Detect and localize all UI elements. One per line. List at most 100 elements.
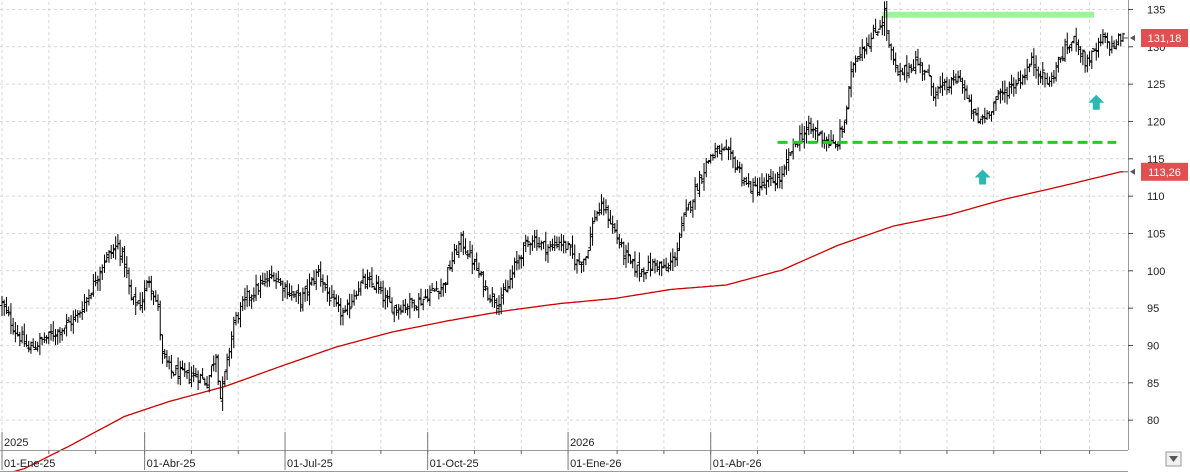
year-label: 2026 [570,437,594,449]
ohlc-bar [1045,72,1050,85]
y-tick-label: 110 [1147,191,1165,203]
x-tick-label: 01-Ene-26 [570,458,621,470]
ohlc-bar [1114,39,1119,50]
ohlc-bar [782,164,787,177]
ohlc-bar [722,147,727,152]
ohlc-bar [176,357,181,385]
ohlc-bar [191,364,196,382]
ohlc-bar [265,270,270,288]
ohlc-bar [833,140,838,149]
ohlc-bar [138,292,143,311]
ohlc-bar [599,194,604,215]
ohlc-bar [900,67,905,76]
x-tick-label: 01-Abr-25 [147,458,196,470]
ohlc-bar [860,39,865,62]
ohlc-bar [492,293,497,308]
ohlc-bar [1002,80,1007,103]
ohlc-bar [922,69,927,81]
ohlc-bar [991,101,996,116]
ohlc-bar [414,305,419,311]
ohlc-bar [532,230,537,248]
ohlc-bar [474,252,479,271]
ohlc-bar [1031,48,1036,77]
scroll-down-icon[interactable] [1165,451,1182,467]
ohlc-bar [432,288,437,292]
ohlc-bar [447,260,452,271]
ohlc-bar [572,244,577,271]
ohlc-bar [1094,42,1099,61]
y-tick-label: 95 [1147,303,1159,315]
ohlc-bar [820,130,825,148]
ohlc-bar [927,64,932,76]
ohlc-bar [231,316,236,349]
ohlc-bar [550,238,555,251]
ohlc-bar [369,267,374,288]
ohlc-bar [200,368,205,379]
ohlc-bar [684,199,689,218]
ohlc-bar [222,371,227,386]
ohlc-bar [753,176,758,187]
ohlc-bar [1109,35,1114,54]
ohlc-bar [1067,45,1072,54]
ohlc-bar [0,295,4,316]
ohlc-bar [64,314,69,337]
ohlc-bar [971,108,976,122]
ohlc-bar [135,300,140,305]
ohlc-bar [510,265,515,289]
ohlc-bar [713,142,718,159]
ohlc-bar [677,232,682,252]
ohlc-bar [1020,74,1025,86]
ohlc-bar [26,340,31,353]
ohlc-bar [635,264,640,278]
ohlc-bar [1076,39,1081,56]
ohlc-bar [679,216,684,238]
ohlc-bar [376,275,381,294]
moving-average-layer [9,171,1123,472]
ohlc-bar [706,160,711,164]
ohlc-bar [878,19,883,30]
ohlc-bar [1100,29,1105,45]
ohlc-bar [1022,68,1027,85]
ohlc-bar [592,210,597,223]
ohlc-bar [595,210,600,222]
ohlc-bar [871,24,876,40]
ohlc-bar [169,354,174,379]
ohlc-bar [361,268,366,285]
ohlc-bar [2,299,7,316]
ohlc-bar [534,229,539,251]
ohlc-bar [851,62,856,78]
ohlc-bar [86,289,91,306]
ohlc-bar [374,274,379,294]
ohlc-bar [1089,50,1094,70]
ohlc-bar [884,0,889,41]
ohlc-bar [873,18,878,34]
grid [0,2,1128,450]
ohlc-bar [62,327,67,335]
ohlc-bar [813,126,818,140]
ohlc-bar [1078,46,1083,63]
ohlc-bar [4,296,9,315]
ohlc-bar [57,326,62,343]
ohlc-bar [508,269,513,290]
ohlc-bar [1069,41,1074,52]
ohlc-bar [942,78,947,91]
ohlc-bar [33,340,38,351]
ohlc-bar [6,306,11,317]
ohlc-bar [514,250,519,271]
ohlc-bar [470,244,475,275]
ohlc-bar [746,173,751,188]
ohlc-bar [430,282,435,291]
ohlc-bar [590,217,595,246]
ohlc-bar [933,87,938,107]
ohlc-bar [675,242,680,266]
ohlc-bar [1107,41,1112,56]
ohlc-bar [46,331,51,345]
ohlc-bar [924,70,929,73]
ohlc-bar [862,46,867,59]
ohlc-bar [111,244,116,259]
ohlc-bar [454,245,459,256]
ohlc-bar [372,285,377,290]
ohlc-bar [316,265,321,277]
ohlc-bar [459,232,464,253]
ohlc-bar [124,256,129,279]
